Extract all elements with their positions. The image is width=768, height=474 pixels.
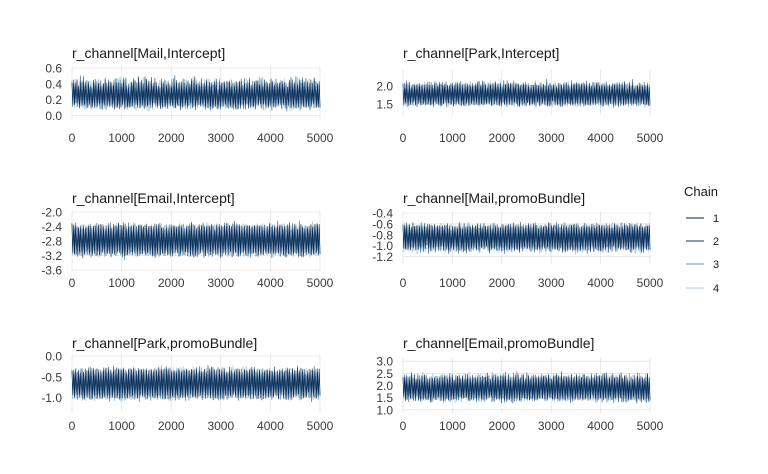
trace-chain-1: [402, 221, 651, 254]
y-tick-label: 0.6: [45, 62, 62, 76]
y-tick-label: -2.4: [41, 220, 62, 234]
panel-5: r_channel[Park,promoBundle] 0.0 -0.5 -1.0 0 1…: [41, 335, 333, 433]
panels: r_channel[Mail,Intercept] 0.0 0.2 0.40.6 0 10…: [41, 45, 663, 433]
legend-label-chain-2: 2: [713, 236, 719, 248]
y-tick-label: 1.5: [376, 97, 393, 111]
y-tick-label: -0.4: [372, 207, 393, 221]
y-tick-label: 1.5: [376, 391, 393, 405]
panel-3: r_channel[Email,Intercept]-2.0-2.4-2.8-3…: [41, 190, 333, 290]
x-tick-label: 3000: [538, 131, 565, 145]
x-tick-label: 4000: [257, 131, 284, 145]
x-tick-label: 2000: [158, 419, 185, 433]
y-tick-label: 2.5: [376, 367, 393, 381]
y-tick-label: 1.0: [376, 403, 393, 417]
y-tick-label: -0.5: [41, 370, 62, 384]
legend-label-chain-1: 1: [713, 213, 719, 225]
x-tick-label: 5000: [307, 131, 334, 145]
y-tick-label: -1.0: [372, 239, 393, 253]
x-tick-label: 2000: [158, 276, 185, 290]
panel-title: r_channel[Mail,Intercept]: [72, 45, 225, 61]
legend: Chain 1 2 3 4: [684, 184, 719, 295]
panel-title: r_channel[Email,promoBundle]: [403, 335, 594, 351]
x-tick-label: 1000: [439, 131, 466, 145]
x-tick-label: 4000: [587, 419, 614, 433]
y-tick-label: 2.0: [376, 79, 393, 93]
panel-title: r_channel[Park,Intercept]: [403, 45, 559, 61]
trace-chain-1: [71, 221, 321, 259]
x-tick-label: 4000: [257, 276, 284, 290]
x-tick-label: 0: [69, 419, 76, 433]
trace-chain-1: [71, 76, 321, 111]
panel-2: r_channel[Park,Intercept] 1.5 2.0 0 1000 2000…: [376, 45, 663, 145]
y-tick-label: -1.0: [41, 391, 62, 405]
y-tick-label: -2.0: [41, 206, 62, 220]
x-tick-label: 0: [400, 276, 407, 290]
y-tick-label: -0.8: [372, 228, 393, 242]
trace-chain-1: [402, 79, 651, 108]
x-tick-label: 2000: [488, 276, 515, 290]
y-tick-label: -3.6: [41, 264, 62, 278]
x-tick-label: 3000: [538, 276, 565, 290]
x-tick-label: 5000: [637, 131, 664, 145]
x-tick-label: 1000: [108, 419, 135, 433]
y-tick-label: -1.2: [372, 250, 393, 264]
x-tick-label: 1000: [439, 419, 466, 433]
x-tick-label: 5000: [637, 276, 664, 290]
x-tick-label: 2000: [158, 131, 185, 145]
y-tick-label: 2.0: [376, 379, 393, 393]
x-tick-label: 4000: [257, 419, 284, 433]
x-tick-label: 1000: [108, 131, 135, 145]
y-tick-label: 0.0: [45, 109, 62, 123]
x-tick-label: 2000: [488, 131, 515, 145]
x-tick-label: 3000: [538, 419, 565, 433]
x-tick-label: 4000: [587, 276, 614, 290]
x-tick-label: 0: [69, 131, 76, 145]
panel-6: r_channel[Email,promoBundle] 1.01.52.02.5…: [376, 335, 663, 433]
panel-title: r_channel[Mail,promoBundle]: [403, 190, 585, 206]
x-tick-label: 3000: [207, 131, 234, 145]
x-tick-label: 5000: [637, 419, 664, 433]
panel-1: r_channel[Mail,Intercept] 0.0 0.2 0.40.6 0 10…: [45, 45, 333, 145]
x-tick-label: 0: [69, 276, 76, 290]
y-tick-label: 0.0: [45, 350, 62, 364]
trace-chain-1: [402, 371, 651, 404]
x-tick-label: 2000: [488, 419, 515, 433]
y-tick-label: -0.6: [372, 217, 393, 231]
y-tick-label: 3.0: [376, 355, 393, 369]
panel-4: r_channel[Mail,promoBundle]-0.4-0.6-0.8-…: [372, 190, 663, 290]
x-tick-label: 0: [400, 419, 407, 433]
x-tick-label: 1000: [439, 276, 466, 290]
trace-chain-1: [71, 364, 321, 402]
x-tick-label: 3000: [207, 419, 234, 433]
y-tick-label: 0.2: [45, 93, 62, 107]
y-tick-label: -3.2: [41, 249, 62, 263]
y-tick-label: -2.8: [41, 235, 62, 249]
x-tick-label: 0: [400, 131, 407, 145]
x-tick-label: 5000: [307, 276, 334, 290]
panel-title: r_channel[Email,Intercept]: [72, 190, 235, 206]
legend-title: Chain: [684, 184, 718, 199]
x-tick-label: 4000: [587, 131, 614, 145]
legend-label-chain-4: 4: [713, 283, 719, 295]
legend-label-chain-3: 3: [713, 259, 719, 271]
x-tick-label: 1000: [108, 276, 135, 290]
x-tick-label: 5000: [307, 419, 334, 433]
x-tick-label: 3000: [207, 276, 234, 290]
y-tick-label: 0.4: [45, 77, 62, 91]
panel-title: r_channel[Park,promoBundle]: [72, 335, 257, 351]
